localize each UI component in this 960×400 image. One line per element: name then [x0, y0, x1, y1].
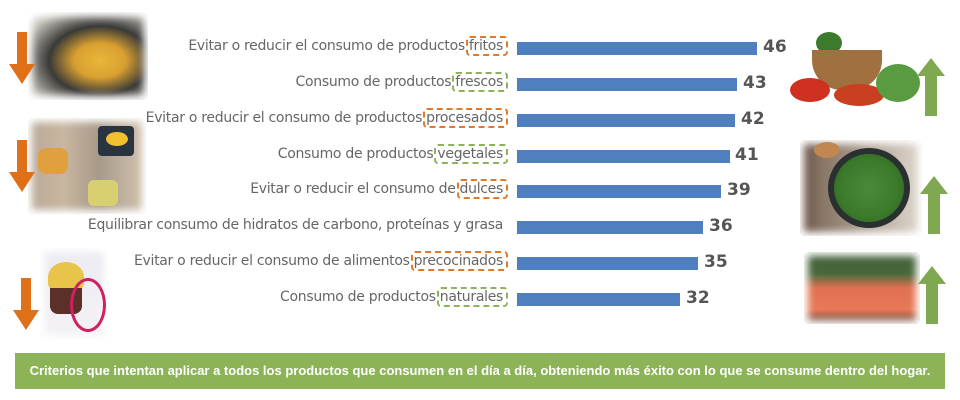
snacks-table-photo [28, 118, 146, 214]
salmon-photo [804, 252, 920, 324]
category-label: Evitar o reducir el consumo de productos… [188, 36, 508, 56]
footer-caption: Criterios que intentan aplicar a todos l… [15, 353, 945, 389]
chart-row-dulces: Evitar o reducir el consumo de dulces 39 [0, 177, 960, 207]
chart-row-vegetales: Consumo de productos vegetales 41 [0, 142, 960, 172]
bar [517, 185, 721, 198]
arrow-down-icon [9, 32, 35, 84]
chart-row-fritos: Evitar o reducir el consumo de productos… [0, 34, 960, 64]
value-label: 46 [763, 37, 787, 57]
salad-bowl-photo [800, 140, 922, 236]
arrow-up-icon [920, 176, 948, 234]
bar [517, 293, 680, 306]
chart-row-frescos: Consumo de productos frescos 43 [0, 70, 960, 100]
bar [517, 42, 757, 55]
chart-row-naturales: Consumo de productos naturales 32 [0, 285, 960, 315]
arrow-down-icon [9, 140, 35, 192]
highlight-increase: vegetales [434, 144, 508, 164]
category-label: Evitar o reducir el consumo de alimentos… [134, 251, 508, 271]
value-label: 43 [743, 73, 767, 93]
arrow-up-icon [918, 266, 946, 324]
bar [517, 78, 737, 91]
bar [517, 150, 730, 163]
category-label: Consumo de productos naturales [280, 287, 508, 307]
bar [517, 114, 735, 127]
category-label: Evitar o reducir el consumo de productos… [146, 108, 508, 128]
value-label: 39 [727, 180, 751, 200]
bar [517, 221, 703, 234]
arrow-up-icon [917, 58, 945, 116]
category-label: Evitar o reducir el consumo de dulces [250, 179, 508, 199]
chart-row-precocinados: Evitar o reducir el consumo de alimentos… [0, 249, 960, 279]
highlight-decrease: procesados [423, 108, 508, 128]
chart-row-procesados: Evitar o reducir el consumo de productos… [0, 106, 960, 136]
value-label: 35 [704, 252, 728, 272]
highlight-increase: naturales [436, 287, 508, 307]
fried-food-photo [28, 12, 148, 100]
category-label: Consumo de productos frescos [296, 72, 508, 92]
highlight-decrease: precocinados [410, 251, 508, 271]
highlight-increase: frescos [452, 72, 508, 92]
category-label: Equilibrar consumo de hidratos de carbon… [87, 217, 503, 233]
value-label: 36 [709, 216, 733, 236]
value-label: 32 [686, 288, 710, 308]
value-label: 42 [741, 109, 765, 129]
category-label: Consumo de productos vegetales [278, 144, 508, 164]
cupcake-photo [40, 248, 108, 340]
bar [517, 257, 698, 270]
value-label: 41 [735, 145, 759, 165]
chart-row-equilibrar: Equilibrar consumo de hidratos de carbon… [0, 213, 960, 243]
highlight-decrease: fritos [465, 36, 508, 56]
highlight-decrease: dulces [456, 179, 508, 199]
arrow-down-icon [13, 278, 39, 330]
vegetable-basket-photo [786, 28, 926, 122]
